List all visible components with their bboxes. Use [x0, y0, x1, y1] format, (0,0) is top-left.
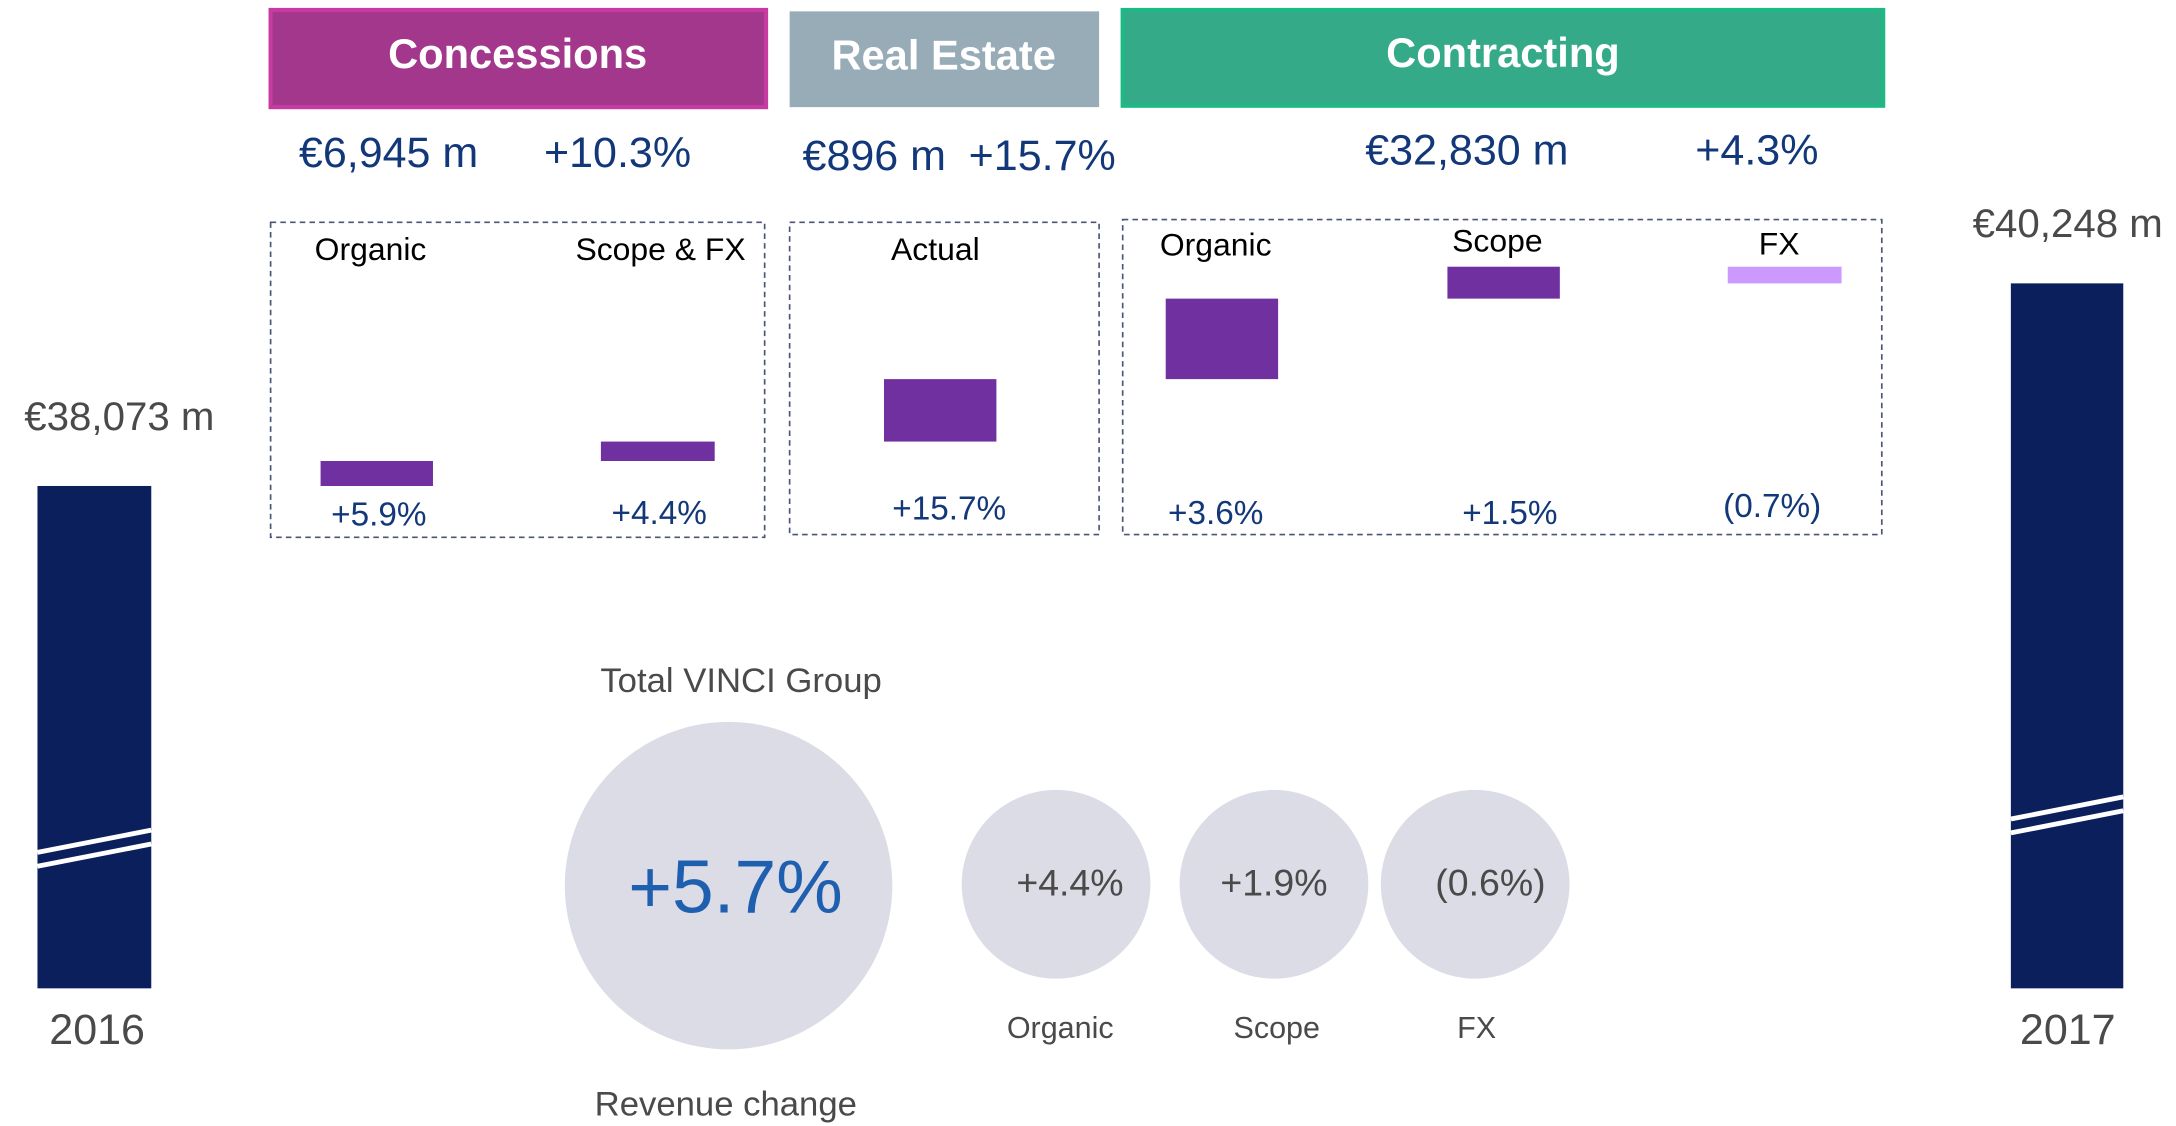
component-label: Scope: [1452, 223, 1542, 259]
segment-change: +10.3%: [544, 129, 691, 177]
component-value: +15.7%: [892, 491, 1006, 528]
component-value: (0.7%): [1723, 488, 1821, 525]
start-year: 2016: [49, 1006, 145, 1054]
component-bar: [1447, 266, 1560, 299]
component-value: +3.6%: [1168, 495, 1263, 532]
segment-box: [269, 221, 766, 539]
component-label: Actual: [891, 231, 980, 267]
segment-revenue: €896 m: [803, 132, 946, 180]
end-year: 2017: [2020, 1006, 2116, 1054]
total-value: +5.7%: [628, 844, 843, 928]
component-bar: [320, 461, 433, 486]
segment-box: [788, 221, 1100, 536]
segment-name: Concessions: [388, 30, 647, 77]
segment-revenue: €6,945 m: [299, 129, 478, 177]
total-component-value: +1.9%: [1220, 862, 1327, 904]
total-component-label: Scope: [1233, 1011, 1320, 1045]
total-circle: [564, 721, 893, 1050]
segment-header: [789, 11, 1100, 108]
component-bar: [1727, 266, 1842, 284]
start-bar: [37, 485, 152, 989]
component-label: Scope & FX: [575, 231, 745, 267]
component-value: +1.5%: [1462, 495, 1557, 532]
component-label: Organic: [315, 231, 427, 267]
total-title: Total VINCI Group: [600, 662, 881, 700]
component-label: Organic: [1160, 227, 1272, 263]
component-circle: [1179, 789, 1369, 979]
segment-header: [268, 7, 769, 110]
segment-box: [1121, 218, 1883, 536]
start-value: €38,073 m: [24, 394, 214, 439]
component-circle: [961, 789, 1151, 979]
component-bar: [600, 441, 715, 461]
segment-name: Real Estate: [831, 32, 1055, 79]
total-subtitle: Revenue change: [595, 1085, 857, 1123]
component-circle: [1380, 789, 1570, 979]
segment-change: +4.3%: [1695, 126, 1818, 174]
total-component-value: (0.6%): [1435, 862, 1545, 904]
total-component-label: Organic: [1007, 1011, 1114, 1045]
component-value: +4.4%: [612, 495, 707, 532]
component-label: FX: [1759, 225, 1800, 261]
segment-header: [1120, 7, 1886, 108]
end-bar: [2010, 283, 2124, 989]
component-value: +5.9%: [331, 496, 426, 533]
end-value: €40,248 m: [1973, 201, 2163, 246]
segment-revenue: €32,830 m: [1365, 126, 1568, 174]
component-bar: [1165, 298, 1279, 380]
total-component-label: FX: [1457, 1011, 1496, 1045]
total-component-value: +4.4%: [1016, 862, 1123, 904]
component-bar: [884, 379, 997, 442]
segment-name: Contracting: [1386, 29, 1620, 76]
segment-change: +15.7%: [969, 132, 1116, 180]
